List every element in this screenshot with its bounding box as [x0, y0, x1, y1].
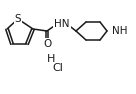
Text: O: O — [43, 39, 51, 49]
Text: H: H — [47, 54, 55, 64]
Text: S: S — [15, 14, 21, 24]
Text: Cl: Cl — [52, 63, 63, 73]
Text: NH: NH — [112, 26, 128, 36]
Text: HN: HN — [54, 19, 70, 29]
